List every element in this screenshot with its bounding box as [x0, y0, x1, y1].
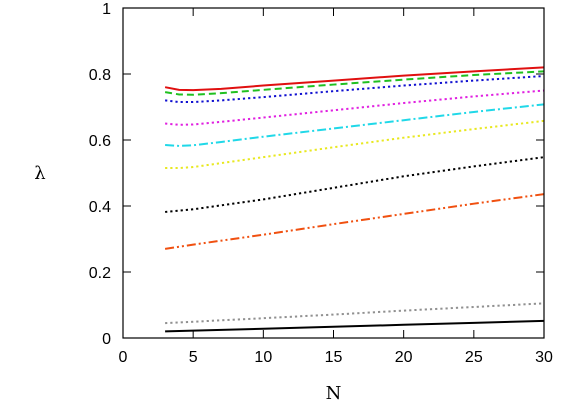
plot-frame	[122, 7, 545, 339]
x-tick-label: 10	[254, 349, 272, 366]
series-layer	[164, 66, 545, 333]
y-tick-label: 0.8	[89, 67, 111, 84]
series-line-7	[165, 156, 545, 213]
y-tick-label: 0.4	[89, 199, 111, 216]
series-line-6	[165, 119, 545, 170]
x-tick-label: 15	[325, 349, 343, 366]
x-tick-label: 25	[465, 349, 483, 366]
x-tick-label: 20	[395, 349, 413, 366]
series-line-3	[164, 74, 545, 104]
y-tick-label: 1	[102, 1, 111, 18]
x-axis-label: N	[326, 383, 342, 404]
series-line-10	[165, 319, 545, 333]
tick-layer: 0 5 10 15 20 25 30 0 0.2 0.4 0.6 0.8 1	[89, 1, 553, 366]
y-tick-label: 0.2	[89, 265, 111, 282]
y-tick-label: 0	[102, 331, 111, 348]
x-tick-label: 30	[535, 349, 553, 366]
x-tick-label: 0	[119, 349, 128, 366]
series-line-1	[164, 66, 545, 92]
series-line-8	[164, 193, 545, 250]
series-line-2	[164, 70, 545, 96]
y-axis-label: λ	[34, 163, 45, 184]
x-tick-label: 5	[189, 349, 198, 366]
y-tick-label: 0.6	[89, 133, 111, 150]
series-line-4	[165, 89, 545, 126]
series-line-9	[165, 302, 545, 325]
series-line-5	[165, 103, 545, 147]
